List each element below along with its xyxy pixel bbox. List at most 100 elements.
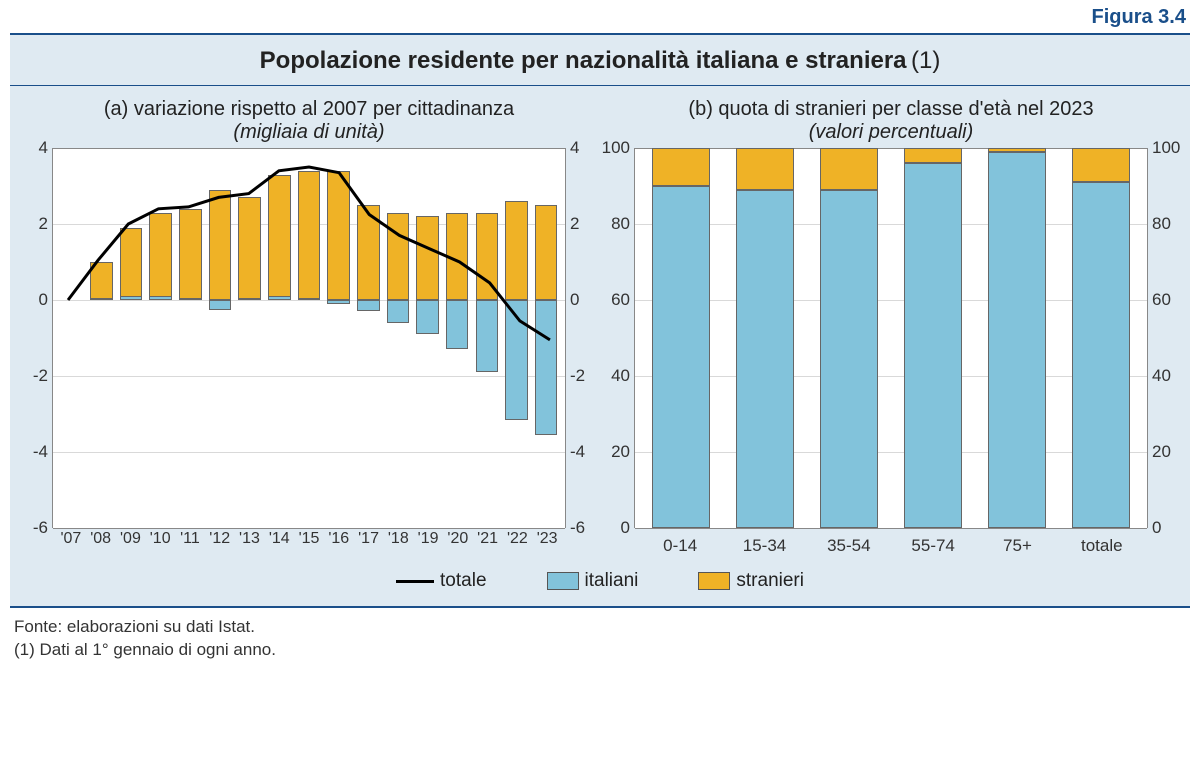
xtick-label: '22 xyxy=(502,530,532,548)
xtick-label: '07 xyxy=(56,530,86,548)
subplot-a: (a) variazione rispetto al 2007 per citt… xyxy=(18,92,600,556)
legend-totale-label: totale xyxy=(440,570,486,592)
xtick-label: '14 xyxy=(264,530,294,548)
ytick-label: 0 xyxy=(600,518,630,538)
ytick-label: 80 xyxy=(1152,214,1182,234)
legend-italiani-label: italiani xyxy=(585,570,639,592)
xtick-label: '23 xyxy=(532,530,562,548)
bar-italiani xyxy=(652,186,709,528)
chart-a-row: 420-2-4-6 '07'08'09'10'11'12'13'14'15'16… xyxy=(18,148,600,548)
chart-b-plot-wrap: 0-1415-3435-5455-7475+totale xyxy=(634,148,1148,556)
bar-stranieri xyxy=(904,148,961,163)
chart-b-bars xyxy=(635,148,1147,528)
bar-stranieri xyxy=(1072,148,1129,182)
ytick-label: 2 xyxy=(18,214,48,234)
bar-italiani xyxy=(988,152,1045,528)
xtick-label: 0-14 xyxy=(638,530,722,556)
xtick-label: '17 xyxy=(354,530,384,548)
ytick-label: 60 xyxy=(1152,290,1182,310)
ytick-label: -4 xyxy=(18,442,48,462)
title-note: (1) xyxy=(911,47,940,74)
bar-italiani xyxy=(736,190,793,528)
bar-slot xyxy=(891,148,975,528)
legend-stranieri-label: stranieri xyxy=(736,570,804,592)
bar-italiani xyxy=(904,163,961,528)
ytick-label: -4 xyxy=(570,442,600,462)
footnote-source: Fonte: elaborazioni su dati Istat. xyxy=(14,616,1186,639)
xtick-label: '20 xyxy=(443,530,473,548)
ytick-label: 40 xyxy=(600,366,630,386)
ytick-label: -6 xyxy=(570,518,600,538)
legend-swatch-stranieri xyxy=(698,572,730,590)
ytick-label: 80 xyxy=(600,214,630,234)
subplot-b-title: (b) quota di stranieri per classe d'età … xyxy=(600,92,1182,121)
ytick-label: 60 xyxy=(600,290,630,310)
ytick-label: 0 xyxy=(18,290,48,310)
bar-italiani xyxy=(820,190,877,528)
xtick-label: '08 xyxy=(86,530,116,548)
xtick-label: 15-34 xyxy=(722,530,806,556)
xtick-label: 55-74 xyxy=(891,530,975,556)
xtick-label: 35-54 xyxy=(807,530,891,556)
subplots-row: (a) variazione rispetto al 2007 per citt… xyxy=(10,86,1190,556)
xtick-label: '15 xyxy=(294,530,324,548)
title-bar: Popolazione residente per nazionalità it… xyxy=(10,35,1190,86)
xtick-label: '10 xyxy=(145,530,175,548)
line-totale xyxy=(53,148,565,528)
ytick-label: -2 xyxy=(570,366,600,386)
ytick-label: -6 xyxy=(18,518,48,538)
xtick-label: totale xyxy=(1060,530,1144,556)
figure-container: Figura 3.4 Popolazione residente per naz… xyxy=(0,0,1200,670)
xtick-label: '21 xyxy=(473,530,503,548)
legend: totale italiani stranieri xyxy=(10,556,1190,598)
gridline xyxy=(635,528,1147,529)
ytick-label: -2 xyxy=(18,366,48,386)
chart-b-yaxis-left: 100806040200 xyxy=(600,148,634,528)
figure-panel: Popolazione residente per nazionalità it… xyxy=(10,33,1190,608)
legend-totale: totale xyxy=(396,570,486,592)
ytick-label: 20 xyxy=(1152,442,1182,462)
bar-slot xyxy=(975,148,1059,528)
xtick-label: '13 xyxy=(235,530,265,548)
legend-italiani: italiani xyxy=(547,570,639,592)
xtick-label: '09 xyxy=(116,530,146,548)
bar-stranieri xyxy=(736,148,793,190)
xtick-label: '16 xyxy=(324,530,354,548)
chart-b-plot xyxy=(634,148,1148,528)
bar-stranieri xyxy=(988,148,1045,152)
bar-stranieri xyxy=(820,148,877,190)
ytick-label: 4 xyxy=(570,138,600,158)
chart-b-xaxis: 0-1415-3435-5455-7475+totale xyxy=(634,528,1148,556)
main-title: Popolazione residente per nazionalità it… xyxy=(260,47,907,74)
xtick-label: '11 xyxy=(175,530,205,548)
chart-a-plot xyxy=(52,148,566,528)
xtick-label: 75+ xyxy=(975,530,1059,556)
chart-a-yaxis-left: 420-2-4-6 xyxy=(18,148,52,528)
legend-swatch-italiani xyxy=(547,572,579,590)
ytick-label: 20 xyxy=(600,442,630,462)
ytick-label: 100 xyxy=(600,138,630,158)
chart-a-plot-wrap: '07'08'09'10'11'12'13'14'15'16'17'18'19'… xyxy=(52,148,566,548)
chart-a-xaxis: '07'08'09'10'11'12'13'14'15'16'17'18'19'… xyxy=(52,528,566,548)
gridline xyxy=(53,528,565,529)
ytick-label: 100 xyxy=(1152,138,1182,158)
ytick-label: 2 xyxy=(570,214,600,234)
chart-a-yaxis-right: 420-2-4-6 xyxy=(566,148,600,528)
xtick-label: '12 xyxy=(205,530,235,548)
figure-label: Figura 3.4 xyxy=(10,0,1190,33)
bar-italiani xyxy=(1072,182,1129,528)
bar-slot xyxy=(639,148,723,528)
subplot-b: (b) quota di stranieri per classe d'età … xyxy=(600,92,1182,556)
subplot-a-subtitle: (migliaia di unità) xyxy=(18,121,600,148)
xtick-label: '19 xyxy=(413,530,443,548)
xtick-label: '18 xyxy=(383,530,413,548)
ytick-label: 0 xyxy=(570,290,600,310)
legend-stranieri: stranieri xyxy=(698,570,804,592)
ytick-label: 0 xyxy=(1152,518,1182,538)
ytick-label: 4 xyxy=(18,138,48,158)
legend-line-icon xyxy=(396,580,434,583)
footnotes: Fonte: elaborazioni su dati Istat. (1) D… xyxy=(10,608,1190,670)
chart-b-yaxis-right: 100806040200 xyxy=(1148,148,1182,528)
chart-b-row: 100806040200 0-1415-3435-5455-7475+total… xyxy=(600,148,1182,556)
bar-slot xyxy=(807,148,891,528)
